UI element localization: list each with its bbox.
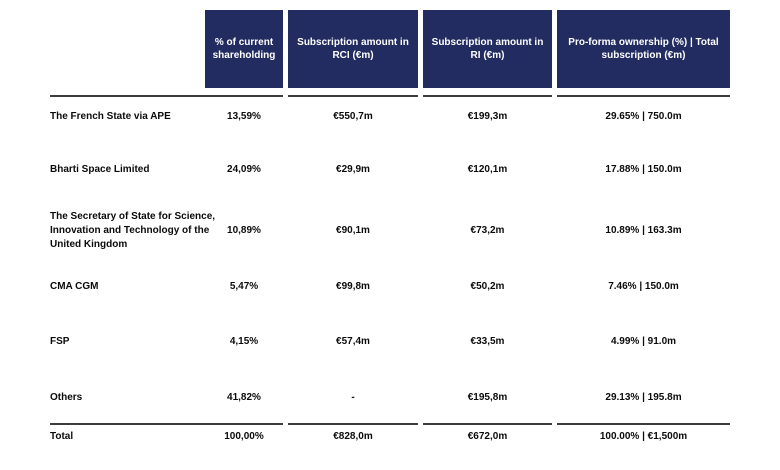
row-label: The Secretary of State for Science, Inno… — [50, 211, 216, 250]
row-label: The French State via APE — [50, 111, 171, 122]
shareholding-value: 4,15% — [229, 336, 259, 347]
row-label: Others — [50, 392, 83, 403]
shareholding-value: 41,82% — [227, 392, 261, 403]
total-rule-segment — [557, 423, 730, 425]
ri-subscription-value: €120,1m — [467, 164, 508, 175]
column-header-current-shareholding: % of current shareholding — [205, 10, 283, 88]
shareholding-value: 13,59% — [227, 111, 261, 122]
header-rule-segment — [50, 95, 283, 97]
rci-subscription-value: €57,4m — [336, 336, 370, 347]
rci-subscription-value: €29,9m — [336, 164, 370, 175]
proforma-value: 10.89% | 163.3m — [605, 225, 682, 236]
header-rule-segment — [557, 95, 730, 97]
ri-subscription-value: €33,5m — [470, 336, 505, 347]
proforma-value: 29.65% | 750.0m — [605, 111, 682, 122]
column-header-subscription-rci: Subscription amount in RCI (€m) — [288, 10, 418, 88]
total-rule-segment — [50, 423, 283, 425]
rci-subscription-value: €99,8m — [336, 281, 370, 292]
total-shareholding-value: 100,00% — [224, 431, 264, 442]
shareholding-value: 5,47% — [229, 281, 259, 292]
ri-subscription-value: €73,2m — [470, 225, 505, 236]
header-rule-segment — [423, 95, 552, 97]
row-label: CMA CGM — [50, 281, 99, 292]
shareholding-value: 24,09% — [227, 164, 261, 175]
total-proforma-value: 100.00% | €1,500m — [599, 431, 688, 442]
header-rule-segment — [288, 95, 418, 97]
proforma-value: 17.88% | 150.0m — [605, 164, 682, 175]
proforma-value: 29.13% | 195.8m — [605, 392, 682, 403]
ri-subscription-value: €195,8m — [467, 392, 508, 403]
rci-subscription-value: €90,1m — [336, 225, 370, 236]
rci-subscription-value: €550,7m — [333, 111, 373, 122]
rci-subscription-value: - — [351, 392, 355, 403]
ri-subscription-value: €199,3m — [467, 111, 508, 122]
proforma-value: 7.46% | 150.0m — [608, 281, 679, 292]
column-header-proforma-ownership: Pro-forma ownership (%) | Total subscrip… — [557, 10, 730, 88]
ri-subscription-value: €50,2m — [470, 281, 505, 292]
total-rci-value: €828,0m — [333, 431, 373, 442]
shareholding-value: 10,89% — [227, 225, 261, 236]
total-ri-value: €672,0m — [467, 431, 508, 442]
total-rule-segment — [288, 423, 418, 425]
row-label: FSP — [50, 336, 70, 347]
total-rule-segment — [423, 423, 552, 425]
total-label: Total — [50, 431, 74, 442]
proforma-value: 4.99% | 91.0m — [610, 336, 677, 347]
column-header-subscription-ri: Subscription amount in RI (€m) — [423, 10, 552, 88]
row-label: Bharti Space Limited — [50, 164, 150, 175]
